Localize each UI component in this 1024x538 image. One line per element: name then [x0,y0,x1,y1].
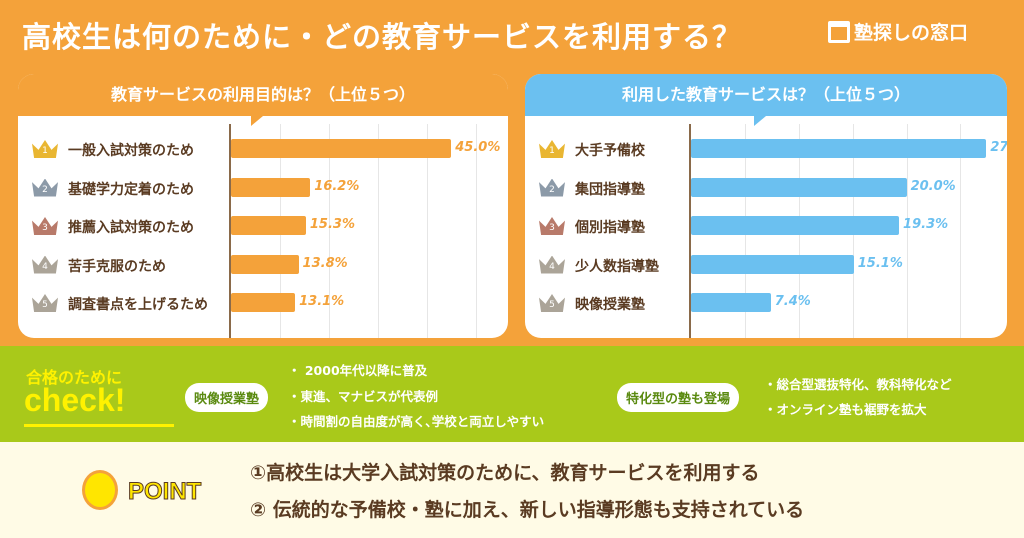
category-label: 基礎学力定着のため [68,181,194,198]
gridline [426,124,428,338]
category-label: 一般入試対策のため [68,143,194,159]
purpose-chart-title: 教育サービスの利用目的は？（上位５つ） [18,74,508,126]
bar [231,177,311,197]
tag-video-juku: 映像授業塾 [185,383,269,412]
point-item-2: ② 伝統的な予備校・塾に加え、新しい指導形態も支持されている [250,499,805,521]
chart-title-text: 教育サービスの利用目的は？（上位５つ） [110,85,415,104]
category-label: 大手予備校 [575,143,645,159]
value-label: 13.8% [302,255,348,271]
category-label: 推薦入試対策のため [68,220,194,236]
rank-crown-icon: 4 [539,255,565,274]
bullet: ・総合型選抜特化、教科特化など [764,377,952,392]
service-plot: 27.4% 20.0% 19.3% 15.1% 7.4% [689,124,1007,338]
speech-tail [754,116,766,126]
bar [231,216,306,235]
point-section [0,442,1024,538]
bar [231,293,296,312]
category-label: 苦手克服のため [68,258,166,275]
value-label: 15.1% [857,255,903,271]
gridline [906,124,908,338]
bar [691,254,854,274]
bar [691,177,907,197]
check-heading: 合格のために [26,368,123,387]
bar [691,216,900,235]
category-label: 個別指導塾 [575,220,645,236]
pointing-hand-icon [82,470,118,510]
bar [691,293,771,312]
bullet: ・時間割の自由度が高く､学校と両立しやすい [288,414,545,429]
check-title: check! [24,382,126,418]
tag-specialized-juku: 特化型の塾も登場 [617,383,740,412]
category-label: 調査書点を上げるため [68,297,208,313]
value-label: 27.4% [990,140,1007,155]
rank-crown-icon: 4 [32,255,58,274]
value-label: 15.3% [309,217,355,232]
rank-crown-icon: 1 [539,140,565,158]
rank-crown-icon: 2 [32,178,58,197]
value-label: 13.1% [299,294,345,309]
value-label: 45.0% [455,140,501,155]
point-item-1: ①高校生は大学入試対策のために、教育サービスを利用する [250,462,760,484]
service-chart-panel: 利用した教育サービスは？（上位５つ） 27.4% 20.0% 19.3% 15.1% 7… [525,74,1007,338]
bullet: ・オンライン塾も裾野を拡大 [764,402,927,417]
rank-crown-icon: 2 [539,178,565,197]
chart-title-text: 利用した教育サービスは？（上位５つ） [621,85,910,104]
bar [231,254,299,274]
page-title: 高校生は何のために・どの教育サービスを利用する？ [22,20,743,54]
purpose-chart-panel: 教育サービスの利用目的は？（上位５つ） 45.0% 16.2% 15.3% 13.8%… [18,74,508,338]
rank-crown-icon: 5 [539,294,565,312]
value-label: 16.2% [314,178,360,194]
gridline [328,124,330,338]
value-label: 20.0% [910,178,956,194]
logo: 塾探しの窓口 [828,18,968,45]
gridline [475,124,477,338]
bar [231,139,452,158]
rank-crown-icon: 5 [32,294,58,312]
bar [691,139,987,158]
gridline [960,124,962,338]
logo-text: 塾探しの窓口 [854,22,969,44]
check-underline [24,424,174,427]
service-chart-title: 利用した教育サービスは？（上位５つ） [525,74,1007,126]
point-label: POINT [127,478,202,506]
speech-tail [251,116,263,126]
rank-crown-icon: 1 [32,140,58,158]
category-label: 少人数指導塾 [575,258,659,275]
rank-crown-icon: 3 [32,217,58,235]
category-label: 映像授業塾 [575,297,645,313]
rank-crown-icon: 3 [539,217,565,235]
gridline [377,124,379,338]
bullet: ・ 2000年代以降に普及 [288,363,428,378]
school-icon [828,20,850,43]
value-label: 19.3% [903,217,949,232]
purpose-plot: 45.0% 16.2% 15.3% 13.8% 13.1% [229,124,508,338]
bullet: ・東進、マナビスが代表例 [288,389,439,404]
value-label: 7.4% [774,294,811,309]
category-label: 集団指導塾 [575,181,645,198]
